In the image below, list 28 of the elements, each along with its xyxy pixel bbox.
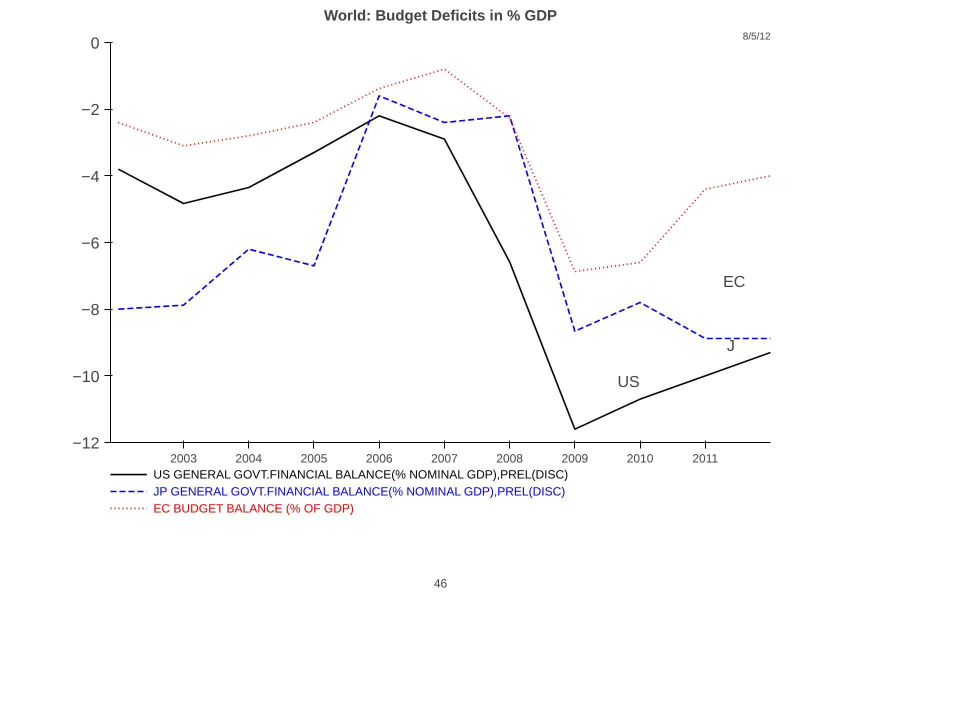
x-tick-label: 2003 (170, 452, 198, 466)
y-tick-label: −4 (81, 168, 100, 186)
legend-label: US GENERAL GOVT.FINANCIAL BALANCE(% NOMINAL GDP),PREL(DISC) (153, 468, 568, 482)
y-tick-label: −8 (81, 302, 100, 320)
y-tick-label: −2 (81, 102, 100, 120)
line-series (118, 95, 770, 340)
y-tick-label: −10 (72, 368, 100, 386)
y-tick-label: 0 (90, 36, 100, 52)
y-tick-label: −12 (72, 436, 100, 452)
chart-title: World: Budget Deficits in % GDP (324, 8, 558, 24)
text: 46 (434, 576, 448, 590)
line-series (118, 115, 770, 430)
annotation: EC (723, 274, 746, 291)
x-tick-label: 2005 (300, 452, 328, 466)
x-tick-label: 2006 (366, 452, 393, 466)
text: 8/5/12 (742, 32, 771, 42)
legend-label: JP GENERAL GOVT.FINANCIAL BALANCE(% NOMINAL GDP),PREL(DISC) (153, 484, 566, 498)
x-tick-label: 2008 (496, 452, 524, 466)
x-tick-label: 2007 (431, 452, 458, 466)
y-tick-label: −6 (81, 236, 100, 252)
x-tick-label: 2009 (562, 452, 589, 466)
legend-label: EC BUDGET BALANCE (% OF GDP) (153, 501, 354, 516)
x-tick-label: 2011 (692, 452, 719, 466)
annotation: J (726, 338, 735, 355)
annotation: US (617, 374, 640, 391)
line-series (118, 68, 770, 272)
x-tick-label: 2004 (235, 452, 262, 466)
x-tick-label: 2010 (626, 452, 654, 466)
